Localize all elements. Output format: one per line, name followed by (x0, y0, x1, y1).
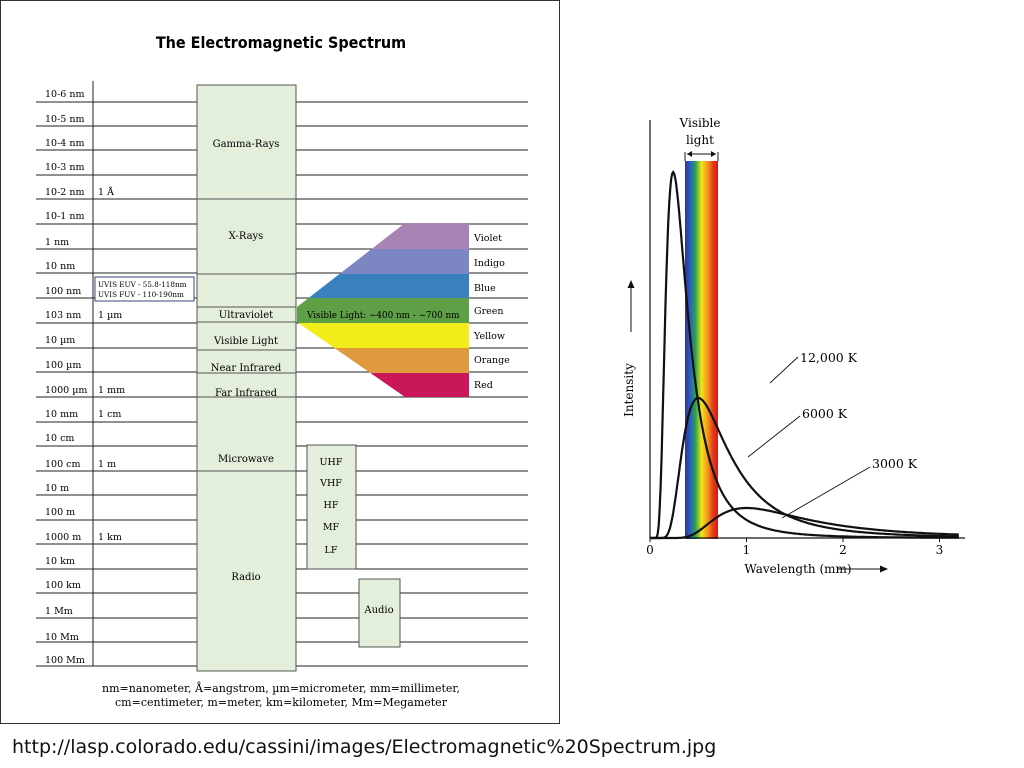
wavelength-label: 10-5 nm (45, 114, 85, 125)
example-label: 1 Å (98, 186, 114, 198)
curve-label: 12,000 K (800, 350, 858, 365)
y-axis-label: Intensity (622, 363, 636, 417)
color-band (298, 323, 469, 348)
uvis-euv-label: UVIS EUV - 55.8-118nm (98, 280, 187, 289)
radio-subband-label: VHF (319, 478, 342, 489)
spectrum-title: The Electromagnetic Spectrum (156, 33, 406, 52)
band-ultraviolet: Ultraviolet (219, 310, 273, 321)
x-ticks: 0 1 2 3 (646, 538, 943, 557)
wavelength-label: 100 cm (45, 459, 80, 470)
visible-label-2: light (686, 133, 714, 147)
x-axis-label: Wavelength (mm) (744, 562, 851, 576)
wavelength-label: 100 nm (45, 286, 81, 297)
color-label: Green (474, 306, 504, 317)
wavelength-label: 100 Mm (45, 655, 85, 666)
curve-1 (650, 396, 959, 540)
wavelength-label: 100 km (45, 580, 81, 591)
wavelength-label: 100 m (45, 507, 75, 518)
example-label: 1 km (98, 532, 122, 543)
wavelength-label: 1000 m (45, 532, 81, 543)
wavelength-label: 10 mm (45, 409, 78, 420)
color-band (371, 223, 469, 249)
wavelength-label: 1000 µm (45, 385, 87, 396)
uvis-box (94, 276, 195, 302)
curve-leader (769, 356, 799, 384)
color-band (370, 373, 469, 397)
example-label: 1 mm (98, 385, 125, 396)
color-label: Red (474, 380, 493, 391)
band-visible: Visible Light (213, 336, 278, 347)
wavelength-label: 1 Mm (45, 606, 73, 617)
band-column (196, 84, 297, 672)
radio-subband-label: HF (324, 500, 339, 511)
y-axis-arrowhead (627, 280, 635, 288)
visible-range-strip (297, 307, 469, 321)
wavelength-label: 1 nm (45, 237, 69, 248)
curve-leader (781, 466, 871, 519)
wavelength-label: 103 nm (45, 310, 81, 321)
curve-label: 3000 K (872, 456, 918, 471)
band-radio: Radio (231, 572, 260, 583)
audio-label: Audio (363, 605, 393, 616)
radio-subbands-box (306, 444, 357, 570)
band-near-infrared: Near Infrared (211, 363, 282, 374)
wavelength-labels: 10-6 nm 10-5 nm 10-4 nm 10-3 nm 10-2 nm 1 Å 10… (45, 89, 125, 666)
visible-label-1: Visible (679, 116, 721, 130)
example-label: 1 µm (98, 310, 122, 321)
x-tick-label: 0 (646, 543, 654, 557)
band-dividers (197, 198, 296, 472)
wavelength-label: 10 Mm (45, 632, 79, 643)
wavelength-label: 10-4 nm (45, 138, 85, 149)
curve-label: 6000 K (802, 406, 848, 421)
color-labels: Violet Indigo Blue Green Yellow Orange Red (473, 233, 510, 391)
audio-box (358, 578, 401, 648)
band-xray: X-Rays (229, 231, 264, 242)
example-label: 1 cm (98, 409, 121, 420)
legend-line-2: cm=centimeter, m=meter, km=kilometer, Mm… (115, 696, 448, 709)
spectrum-panel: The Electromagnetic Spectrum 10-6 nm 10-5… (0, 0, 560, 724)
source-url: http://lasp.colorado.edu/cassini/images/… (12, 736, 717, 758)
band-far-infrared: Far Infrared (215, 388, 278, 399)
wavelength-label: 10-1 nm (45, 211, 85, 222)
wavelength-label: 10 µm (45, 335, 75, 346)
wavelength-label: 10 m (45, 483, 69, 494)
blackbody-diagram: Visible light Intensity Wavelength (mm) … (622, 116, 965, 576)
visible-range-label: Visible Light: ~400 nm - ~700 nm (306, 311, 460, 321)
blackbody-curves: 12,000 K 6000 K 3000 K (650, 169, 959, 540)
radio-subband-label: LF (325, 545, 338, 556)
color-band (334, 348, 469, 373)
color-label: Indigo (474, 258, 505, 269)
color-label: Blue (474, 283, 496, 294)
x-axis-arrowhead (880, 565, 888, 573)
radio-subband-label: MF (323, 522, 340, 533)
wavelength-label: 10 km (45, 556, 75, 567)
color-label: Violet (473, 233, 502, 244)
x-tick-label: 2 (839, 543, 847, 557)
wavelength-label: 10 nm (45, 261, 75, 272)
color-label: Yellow (473, 331, 505, 342)
radio-subband-label: UHF (320, 457, 343, 468)
radio-subband-labels: UHF VHF HF MF LF (319, 457, 343, 556)
x-tick-label: 1 (743, 543, 751, 557)
color-band (339, 249, 469, 274)
example-label: 1 m (98, 459, 116, 470)
band-microwave: Microwave (218, 454, 274, 465)
wavelength-label: 10-3 nm (45, 162, 85, 173)
visible-color-fan (297, 223, 469, 397)
wavelength-label: 10-6 nm (45, 89, 85, 100)
curve-0 (650, 169, 959, 540)
x-tick-label: 3 (936, 543, 944, 557)
curve-leader (747, 415, 801, 458)
curve-2 (650, 506, 959, 540)
band-gamma: Gamma-Rays (213, 139, 280, 150)
spectrum-diagram: The Electromagnetic Spectrum 10-6 nm 10-5… (36, 33, 528, 709)
visible-band-gradient (685, 161, 718, 539)
color-band (308, 274, 469, 298)
uvis-fuv-label: UVIS FUV - 110-190nm (98, 290, 184, 299)
legend-line-1: nm=nanometer, Å=angstrom, µm=micrometer,… (102, 681, 460, 695)
color-label: Orange (474, 355, 510, 366)
wavelength-label: 10-2 nm (45, 187, 85, 198)
wavelength-label: 100 µm (45, 360, 81, 371)
wavelength-label: 10 cm (45, 433, 74, 444)
